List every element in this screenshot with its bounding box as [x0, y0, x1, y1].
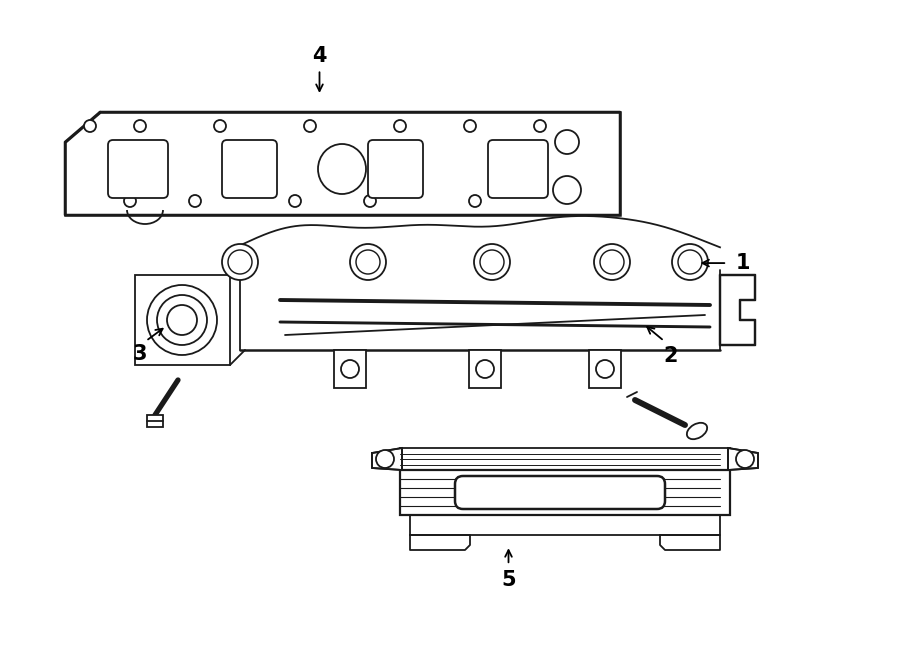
Bar	[400, 470, 730, 515]
Bar	[400, 448, 730, 470]
Circle shape	[134, 120, 146, 132]
Circle shape	[480, 250, 504, 274]
Circle shape	[553, 176, 581, 204]
Circle shape	[594, 244, 630, 280]
Circle shape	[600, 250, 624, 274]
Circle shape	[341, 360, 359, 378]
Circle shape	[157, 295, 207, 345]
Circle shape	[304, 120, 316, 132]
Bar	[469, 350, 501, 388]
Bar	[589, 350, 621, 388]
Text: 1: 1	[735, 253, 750, 273]
Circle shape	[555, 130, 579, 154]
Polygon shape	[240, 216, 720, 350]
Polygon shape	[372, 448, 402, 470]
FancyBboxPatch shape	[488, 140, 548, 198]
Ellipse shape	[318, 144, 366, 194]
Circle shape	[596, 360, 614, 378]
Circle shape	[189, 195, 201, 207]
Circle shape	[476, 360, 494, 378]
Text: 3: 3	[132, 344, 147, 364]
Circle shape	[222, 244, 258, 280]
Bar	[334, 350, 366, 388]
Circle shape	[376, 450, 394, 468]
Circle shape	[474, 244, 510, 280]
FancyBboxPatch shape	[108, 140, 168, 198]
Circle shape	[464, 120, 476, 132]
Text: 2: 2	[663, 346, 678, 366]
Circle shape	[356, 250, 380, 274]
Ellipse shape	[687, 423, 707, 439]
Circle shape	[364, 195, 376, 207]
FancyBboxPatch shape	[368, 140, 423, 198]
Text: 4: 4	[312, 46, 327, 66]
Circle shape	[534, 120, 546, 132]
Circle shape	[394, 120, 406, 132]
FancyBboxPatch shape	[222, 140, 277, 198]
Bar	[147, 415, 163, 427]
Circle shape	[84, 120, 96, 132]
Circle shape	[672, 244, 708, 280]
Polygon shape	[65, 112, 620, 215]
Circle shape	[678, 250, 702, 274]
Circle shape	[469, 195, 481, 207]
Polygon shape	[720, 275, 755, 345]
Circle shape	[289, 195, 301, 207]
Text: 5: 5	[501, 570, 516, 590]
Polygon shape	[728, 448, 758, 470]
Bar	[135, 275, 230, 365]
FancyBboxPatch shape	[455, 476, 665, 509]
Circle shape	[350, 244, 386, 280]
Circle shape	[124, 195, 136, 207]
Circle shape	[214, 120, 226, 132]
Circle shape	[167, 305, 197, 335]
Circle shape	[736, 450, 754, 468]
Circle shape	[228, 250, 252, 274]
Circle shape	[147, 285, 217, 355]
